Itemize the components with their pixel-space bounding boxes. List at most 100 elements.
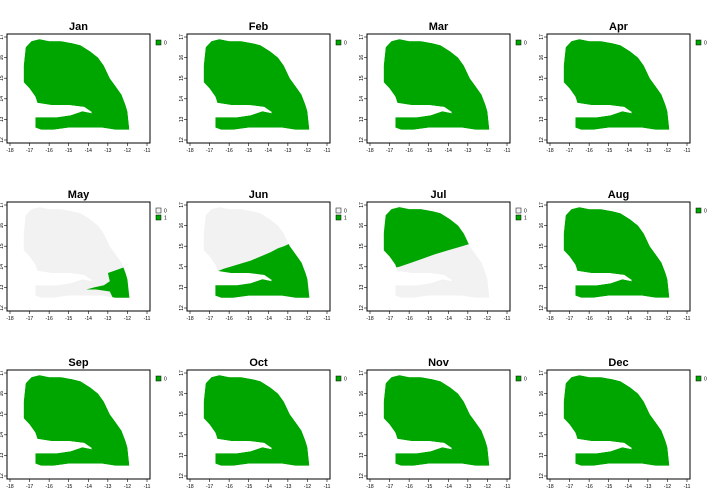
map-panel-jan: Jan -18 -17 -16 -15 -14 -13 -12 -11 12 13 14 15 16 17 0 (0, 21, 167, 154)
legend-label: 0 (164, 41, 167, 47)
x-tick-label: -18 (6, 316, 13, 322)
country-raster (23, 207, 130, 298)
x-tick-label: -11 (144, 148, 151, 154)
x-tick-label: -14 (625, 316, 632, 322)
y-tick-label: 17 (0, 370, 5, 376)
country-raster (23, 375, 130, 466)
map-panel-jul: Jul -18 -17 -16 -15 -14 -13 -12 -11 12 13 14 15 16 17 0… (359, 189, 527, 322)
x-tick-label: -13 (464, 148, 471, 154)
legend-swatch (515, 207, 522, 214)
y-tick-label: 13 (539, 452, 545, 458)
legend-label: 1 (524, 216, 527, 222)
y-tick-label: 14 (539, 264, 545, 270)
x-tick-label: -18 (366, 316, 373, 322)
x-tick-label: -17 (26, 484, 33, 490)
map-panel-nov: Nov -18 -17 -16 -15 -14 -13 -12 -11 12 13 14 15 16 17 0 (359, 357, 527, 490)
y-tick-label: 14 (0, 96, 5, 102)
y-tick-label: 14 (179, 264, 185, 270)
x-tick-label: -15 (605, 316, 612, 322)
y-tick-label: 12 (0, 137, 5, 143)
y-tick-label: 17 (179, 34, 185, 40)
map-panel-feb: Feb -18 -17 -16 -15 -14 -13 -12 -11 12 13 14 15 16 17 0 (179, 21, 347, 154)
y-tick-label: 12 (539, 137, 545, 143)
legend: 0 (155, 39, 167, 47)
y-tick-label: 12 (539, 305, 545, 311)
x-tick-label: -18 (186, 316, 193, 322)
legend-label: 0 (164, 209, 167, 215)
country-raster (383, 375, 490, 466)
x-tick-label: -12 (304, 316, 311, 322)
x-tick-label: -14 (265, 148, 272, 154)
x-tick-label: -11 (504, 484, 511, 490)
y-tick-label: 12 (539, 473, 545, 479)
x-tick-label: -16 (406, 148, 413, 154)
legend: 01 (515, 207, 527, 222)
legend-swatch (335, 375, 342, 382)
x-tick-label: -13 (644, 148, 651, 154)
x-tick-label: -11 (324, 148, 331, 154)
x-tick-label: -17 (206, 148, 213, 154)
x-tick-label: -13 (644, 316, 651, 322)
legend-label: 0 (704, 41, 707, 47)
y-tick-label: 17 (359, 202, 365, 208)
y-tick-label: 15 (539, 243, 545, 249)
x-tick-label: -14 (445, 316, 452, 322)
x-tick-label: -16 (46, 148, 53, 154)
y-tick-label: 12 (0, 305, 5, 311)
x-tick-label: -15 (425, 148, 432, 154)
x-tick-label: -18 (186, 148, 193, 154)
x-tick-label: -17 (206, 316, 213, 322)
x-tick-label: -11 (504, 148, 511, 154)
panel-title: Jul (431, 189, 447, 201)
x-tick-label: -18 (546, 484, 553, 490)
x-tick-label: -13 (644, 484, 651, 490)
legend-swatch (695, 207, 702, 214)
x-tick-label: -13 (104, 316, 111, 322)
y-tick-label: 15 (539, 411, 545, 417)
x-tick-label: -17 (386, 316, 393, 322)
legend-swatch (335, 214, 342, 221)
map-panel-mar: Mar -18 -17 -16 -15 -14 -13 -12 -11 12 13 14 15 16 17 0 (359, 21, 527, 154)
x-tick-label: -13 (464, 316, 471, 322)
panel-title: May (68, 189, 90, 201)
x-tick-label: -12 (124, 148, 131, 154)
panel-title: Apr (609, 21, 629, 33)
x-tick-label: -11 (684, 484, 691, 490)
legend-swatch (155, 207, 162, 214)
x-tick-label: -16 (406, 316, 413, 322)
x-tick-label: -13 (464, 484, 471, 490)
legend-label: 0 (524, 377, 527, 383)
x-tick-label: -18 (6, 484, 13, 490)
x-tick-label: -14 (85, 316, 92, 322)
x-tick-label: -18 (6, 148, 13, 154)
y-tick-label: 16 (179, 223, 185, 229)
x-tick-label: -11 (684, 316, 691, 322)
y-tick-label: 13 (179, 116, 185, 122)
y-tick-label: 15 (179, 411, 185, 417)
x-tick-label: -13 (284, 148, 291, 154)
x-tick-label: -16 (586, 484, 593, 490)
x-tick-label: -15 (65, 484, 72, 490)
y-tick-label: 13 (359, 284, 365, 290)
y-tick-label: 14 (359, 432, 365, 438)
y-tick-label: 17 (0, 34, 5, 40)
y-tick-label: 17 (179, 370, 185, 376)
legend-swatch (515, 375, 522, 382)
x-tick-label: -16 (406, 484, 413, 490)
panel-title: Jun (249, 189, 269, 201)
y-tick-label: 13 (539, 284, 545, 290)
y-tick-label: 16 (359, 391, 365, 397)
legend-swatch (695, 375, 702, 382)
x-tick-label: -14 (85, 484, 92, 490)
y-tick-label: 15 (539, 75, 545, 81)
legend: 0 (695, 207, 707, 215)
x-tick-label: -18 (366, 148, 373, 154)
legend: 0 (515, 39, 527, 47)
x-tick-label: -18 (366, 484, 373, 490)
legend-swatch (335, 39, 342, 46)
y-tick-label: 15 (0, 75, 5, 81)
legend-swatch (515, 214, 522, 221)
x-tick-label: -14 (625, 484, 632, 490)
x-tick-label: -16 (46, 316, 53, 322)
x-tick-label: -11 (324, 316, 331, 322)
